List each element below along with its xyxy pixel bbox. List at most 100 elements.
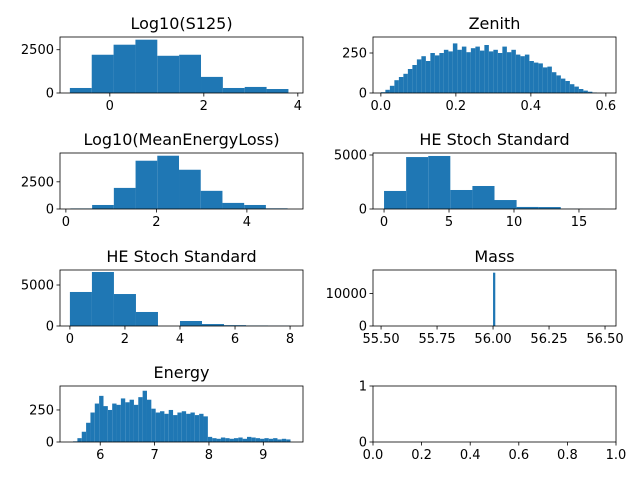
bar (516, 206, 539, 209)
y-tick-label: 2500 (21, 175, 54, 190)
x-tick-label: 2 (152, 215, 160, 230)
bar (538, 63, 543, 93)
bar (244, 86, 267, 93)
bar (113, 44, 136, 93)
y-tick-label: 250 (342, 47, 367, 62)
bar (560, 78, 566, 93)
y-tick-label: 0 (46, 320, 54, 335)
bar (164, 413, 169, 442)
bar (199, 413, 204, 442)
x-tick-label: 0.6 (508, 448, 529, 463)
bar (430, 53, 435, 93)
bar (488, 51, 494, 93)
bar (77, 438, 82, 442)
bar (224, 325, 247, 326)
bar (461, 46, 467, 93)
bar (91, 272, 114, 326)
bar (281, 438, 287, 442)
bar (160, 411, 165, 442)
bar (69, 87, 92, 93)
y-tick-label: 5000 (334, 148, 367, 163)
bar (225, 438, 230, 442)
subplot-title: Log10(MeanEnergyLoss) (83, 130, 279, 149)
bar (520, 56, 525, 93)
bar (229, 438, 234, 442)
bar (556, 75, 561, 93)
bar (251, 437, 256, 442)
subplot-title: Log10(S125) (130, 14, 232, 33)
bar (443, 49, 449, 93)
bar (452, 43, 458, 93)
bar (202, 324, 225, 326)
bar (479, 50, 485, 93)
bar (506, 52, 512, 93)
axes-frame (372, 152, 617, 210)
x-tick-label: 0 (380, 215, 388, 230)
x-tick-label: 0 (106, 99, 114, 114)
bar (129, 399, 134, 442)
bar (94, 403, 100, 442)
bar (286, 439, 291, 442)
bar (493, 49, 498, 93)
y-tick-label: 0 (46, 203, 54, 218)
bar (470, 48, 476, 93)
y-tick-label: 0 (359, 436, 367, 451)
bar (398, 77, 404, 93)
bar (494, 200, 517, 209)
x-tick-label: 8 (286, 332, 294, 347)
x-tick-label: 9 (259, 448, 267, 463)
bar (412, 65, 417, 93)
bar (565, 81, 570, 93)
x-tick-label: 1.0 (606, 448, 627, 463)
bar (472, 185, 495, 209)
bar (587, 91, 593, 93)
x-tick-label: 0.2 (411, 448, 432, 463)
y-tick-label: 0 (46, 87, 54, 102)
y-tick-label: 0 (359, 87, 367, 102)
bar (448, 51, 453, 93)
x-tick-label: 0 (66, 332, 74, 347)
x-tick-label: 4 (294, 99, 302, 114)
axes-frame (59, 152, 304, 210)
y-tick-label: 0 (359, 203, 367, 218)
bar (255, 438, 261, 442)
bar (502, 46, 507, 93)
x-tick-label: 0.2 (446, 99, 467, 114)
bar (135, 160, 158, 209)
bar (583, 90, 588, 93)
bar (416, 59, 422, 93)
subplot-title: HE Stoch Standard (419, 130, 569, 149)
bar (439, 53, 444, 93)
subplot-title: Energy (153, 363, 209, 382)
y-tick-label: 1 (359, 380, 367, 395)
bar (179, 320, 203, 326)
axes-frame (59, 385, 304, 443)
bar (529, 61, 534, 93)
y-tick-label: 0 (359, 320, 367, 335)
x-tick-label: 56.50 (586, 332, 623, 347)
bar (177, 412, 182, 442)
bar (190, 412, 195, 442)
axes-frame (372, 385, 617, 443)
x-tick-label: 0.8 (557, 448, 578, 463)
bar (222, 202, 245, 209)
axes-frame (59, 269, 304, 327)
bar (220, 437, 226, 442)
bar (99, 395, 104, 442)
bar (574, 86, 579, 93)
bar (264, 438, 269, 442)
bar (524, 54, 530, 93)
x-tick-label: 56.00 (474, 332, 511, 347)
bar (247, 436, 252, 442)
bar (277, 439, 282, 442)
bar (181, 411, 187, 442)
bar (135, 39, 158, 93)
bar (406, 157, 429, 209)
x-tick-label: 5 (445, 215, 453, 230)
y-tick-label: 250 (29, 403, 54, 418)
bar (157, 155, 180, 209)
bar (260, 438, 265, 442)
bar (113, 294, 136, 326)
bar (538, 207, 561, 209)
x-tick-label: 55.50 (362, 332, 399, 347)
